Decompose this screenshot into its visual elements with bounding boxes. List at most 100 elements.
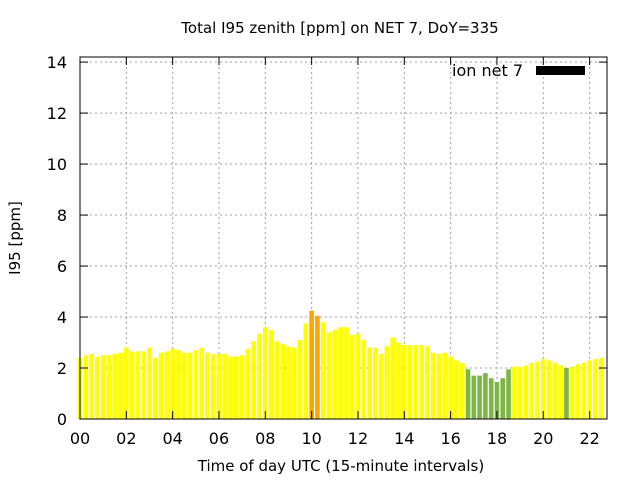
x-tick-label: 12 xyxy=(348,429,368,448)
bar xyxy=(558,365,563,419)
bar xyxy=(436,353,442,419)
y-tick-label: 0 xyxy=(57,410,67,429)
bar xyxy=(124,347,129,419)
bar xyxy=(297,339,303,419)
bar xyxy=(338,327,343,419)
y-tick-label: 10 xyxy=(47,155,67,174)
bar xyxy=(569,366,575,419)
bar xyxy=(187,352,193,419)
bar xyxy=(100,355,106,419)
bar xyxy=(251,341,257,419)
bar xyxy=(552,362,558,419)
x-tick-label: 22 xyxy=(579,429,599,448)
x-tick-label: 20 xyxy=(533,429,553,448)
y-tick-label: 6 xyxy=(57,257,67,276)
bar xyxy=(448,356,453,419)
bar xyxy=(384,346,390,419)
bar xyxy=(367,347,372,419)
bar xyxy=(170,348,175,419)
bar xyxy=(164,351,170,419)
x-tick-label: 14 xyxy=(394,429,414,448)
bar xyxy=(523,365,529,419)
bar xyxy=(535,361,540,419)
x-tick-label: 00 xyxy=(70,429,90,448)
bar xyxy=(477,375,482,419)
bar xyxy=(141,351,147,419)
bar xyxy=(483,373,488,419)
bar xyxy=(245,348,251,419)
bar xyxy=(407,345,413,419)
bar xyxy=(430,352,436,419)
x-tick-label: 08 xyxy=(255,429,275,448)
bar xyxy=(152,357,158,419)
bar xyxy=(373,347,378,419)
bar xyxy=(454,360,459,419)
y-axis-label: I95 [ppm] xyxy=(6,201,24,275)
bar xyxy=(89,353,94,419)
bar xyxy=(158,352,164,419)
bar xyxy=(598,357,604,419)
bar xyxy=(593,359,598,419)
bar xyxy=(401,345,407,419)
y-tick-label: 2 xyxy=(57,359,67,378)
x-tick-label: 18 xyxy=(487,429,507,448)
bar xyxy=(239,355,245,419)
bar xyxy=(581,362,587,419)
y-tick-label: 8 xyxy=(57,206,67,225)
bar xyxy=(303,323,309,419)
bar xyxy=(268,329,274,419)
bar xyxy=(135,351,141,419)
bar xyxy=(274,341,280,419)
legend-label: ion net 7 xyxy=(452,61,523,80)
bar xyxy=(210,353,216,419)
bar xyxy=(257,333,262,419)
bar xyxy=(442,352,448,419)
bar xyxy=(459,362,465,419)
y-tick-label: 12 xyxy=(47,104,67,123)
bar xyxy=(512,366,517,419)
bar xyxy=(529,362,535,419)
y-tick-label: 4 xyxy=(57,308,67,327)
bar xyxy=(309,310,314,419)
bar xyxy=(147,347,152,419)
bar xyxy=(344,327,349,419)
bar xyxy=(291,347,297,419)
bar xyxy=(471,375,477,419)
bar xyxy=(95,356,100,419)
bar xyxy=(106,355,112,419)
bar xyxy=(205,352,210,419)
bar xyxy=(286,346,291,419)
bar xyxy=(396,342,401,419)
x-tick-label: 06 xyxy=(209,429,229,448)
bar xyxy=(465,369,471,419)
bar xyxy=(83,355,89,419)
bar xyxy=(488,378,494,419)
bar xyxy=(425,346,430,419)
bar xyxy=(199,347,204,419)
x-axis-label: Time of day UTC (15-minute intervals) xyxy=(197,457,484,475)
bar xyxy=(390,337,396,419)
x-tick-label: 04 xyxy=(162,429,182,448)
bar xyxy=(413,345,419,419)
bar xyxy=(326,332,332,419)
bar xyxy=(500,378,506,419)
bars xyxy=(77,310,604,419)
bar xyxy=(587,360,592,419)
bar xyxy=(112,353,118,419)
bar xyxy=(222,353,228,419)
bar xyxy=(378,353,384,419)
bar xyxy=(315,315,320,419)
x-tick-label: 02 xyxy=(116,429,136,448)
grid xyxy=(80,57,607,419)
bar xyxy=(506,369,511,419)
bar xyxy=(176,350,181,419)
bar xyxy=(564,368,569,419)
bar xyxy=(193,350,199,419)
bar xyxy=(546,360,552,419)
bar xyxy=(540,359,546,419)
x-tick-label: 10 xyxy=(301,429,321,448)
bar xyxy=(419,345,424,419)
x-tick-label: 16 xyxy=(440,429,460,448)
bar xyxy=(575,364,581,419)
